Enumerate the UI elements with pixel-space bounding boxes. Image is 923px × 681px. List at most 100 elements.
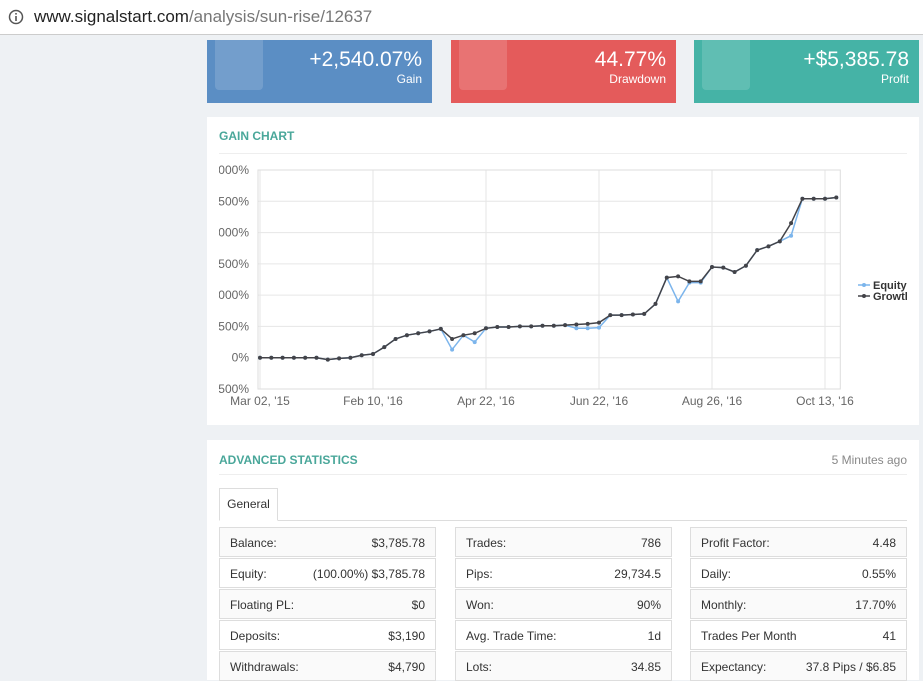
point xyxy=(585,321,590,326)
updated-time: 5 Minutes ago xyxy=(831,453,907,467)
point xyxy=(337,356,342,361)
statistics-panel: ADVANCED STATISTICS 5 Minutes ago Genera… xyxy=(207,440,919,681)
y-tick-label: 1500% xyxy=(219,257,249,271)
stat-row: Pips: 29,734.5 xyxy=(455,558,672,588)
point xyxy=(495,325,500,330)
stat-value: $3,785.78 xyxy=(371,536,425,550)
point xyxy=(585,326,590,331)
y-tick-label: 500% xyxy=(219,319,249,333)
point xyxy=(393,336,398,341)
card-icon xyxy=(459,40,507,90)
card-value: +2,540.07% xyxy=(309,48,422,71)
point xyxy=(269,355,274,360)
stat-row: Floating PL: $0 xyxy=(219,589,436,619)
point xyxy=(834,195,839,200)
y-tick-label: 0% xyxy=(232,351,250,365)
point xyxy=(687,279,692,284)
point xyxy=(664,275,669,280)
stat-label: Equity: xyxy=(230,567,267,581)
point xyxy=(382,345,387,350)
point xyxy=(766,244,771,249)
point xyxy=(597,320,601,325)
point xyxy=(676,299,681,304)
card-value: 44.77% xyxy=(594,48,666,71)
y-tick-label: -500% xyxy=(219,382,249,396)
stat-value: 786 xyxy=(640,536,661,550)
stat-row: Monthly: 17.70% xyxy=(690,589,907,619)
card-value: +$5,385.78 xyxy=(803,48,909,71)
stat-value: 41 xyxy=(882,629,896,643)
x-tick-label: Jun 22, '16 xyxy=(570,394,629,408)
stat-card: +2,540.07% Gain xyxy=(207,40,432,103)
stat-value: 29,734.5 xyxy=(614,567,661,581)
card-label: Drawdown xyxy=(609,72,666,86)
point xyxy=(303,355,308,360)
stat-label: Balance: xyxy=(230,536,277,550)
point xyxy=(506,325,511,330)
point xyxy=(371,351,375,356)
point xyxy=(710,264,714,269)
stat-label: Trades Per Month xyxy=(701,629,797,643)
tab[interactable]: General xyxy=(219,488,278,521)
url-host: www.signalstart.com xyxy=(34,7,189,26)
stat-label: Deposits: xyxy=(230,629,281,643)
point xyxy=(789,233,794,238)
stat-value: $3,190 xyxy=(388,629,425,643)
point xyxy=(258,355,262,360)
point xyxy=(811,196,816,201)
point xyxy=(721,265,726,270)
stat-label: Avg. Trade Time: xyxy=(466,629,557,643)
card-label: Profit xyxy=(880,72,909,86)
stat-card: +$5,385.78 Profit xyxy=(694,40,919,103)
point xyxy=(427,329,432,334)
point xyxy=(472,331,477,336)
x-tick-label: Aug 26, '16 xyxy=(682,394,743,408)
stat-value: $4,790 xyxy=(388,660,425,674)
x-tick-label: Mar 02, '15 xyxy=(230,394,290,408)
point xyxy=(574,322,579,327)
stat-value: 37.8 Pips / $6.85 xyxy=(805,660,896,674)
point xyxy=(484,326,488,331)
stat-value: 17.70% xyxy=(855,598,896,612)
stat-row: Deposits: $3,190 xyxy=(219,620,436,650)
card-icon xyxy=(702,40,750,90)
point xyxy=(314,355,319,360)
stat-row: Profit Factor: 4.48 xyxy=(690,527,907,557)
stat-label: Trades: xyxy=(466,536,507,550)
stat-label: Monthly: xyxy=(701,598,747,612)
point xyxy=(517,324,522,329)
point xyxy=(619,313,624,318)
stat-row: Withdrawals: $4,790 xyxy=(219,651,436,681)
point xyxy=(461,333,466,338)
point xyxy=(551,323,556,328)
stat-row: Trades: 786 xyxy=(455,527,672,557)
stat-row: Expectancy: 37.8 Pips / $6.85 xyxy=(690,651,907,681)
stat-value: (100.00%) $3,785.78 xyxy=(312,567,425,581)
series-line xyxy=(260,196,837,361)
point xyxy=(574,326,579,331)
point xyxy=(359,353,364,358)
point xyxy=(823,196,827,201)
legend-label: Growth xyxy=(873,291,907,303)
point xyxy=(438,326,443,331)
panel-title: GAIN CHART xyxy=(219,129,295,143)
y-tick-label: 2500% xyxy=(219,194,249,208)
point xyxy=(291,355,296,360)
legend-marker xyxy=(862,294,866,298)
point xyxy=(743,263,748,268)
address-bar: www.signalstart.com/analysis/sun-rise/12… xyxy=(0,0,923,35)
point xyxy=(608,313,613,318)
stat-value: 4.48 xyxy=(872,536,896,550)
stat-label: Daily: xyxy=(701,567,732,581)
url[interactable]: www.signalstart.com/analysis/sun-rise/12… xyxy=(34,7,372,27)
card-label: Gain xyxy=(396,72,422,86)
point xyxy=(698,279,703,284)
stat-value: 0.55% xyxy=(861,567,896,581)
stat-label: Won: xyxy=(466,598,494,612)
point xyxy=(732,269,737,274)
stat-value: 34.85 xyxy=(630,660,661,674)
y-tick-label: 2000% xyxy=(219,226,249,240)
legend-marker xyxy=(862,283,866,287)
point xyxy=(597,325,601,330)
